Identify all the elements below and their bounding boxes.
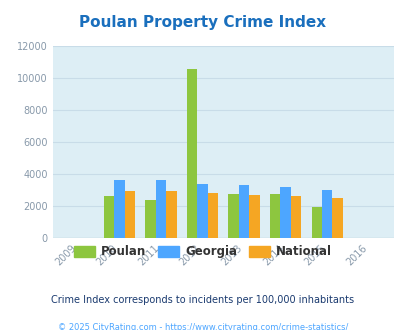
Bar: [311, 207, 321, 238]
Bar: [290, 196, 301, 238]
Bar: [238, 185, 249, 238]
Bar: [207, 193, 217, 238]
Bar: [321, 190, 332, 238]
Bar: [166, 191, 176, 238]
Bar: [103, 196, 114, 238]
Bar: [186, 69, 197, 238]
Bar: [280, 186, 290, 238]
Bar: [249, 195, 259, 238]
Bar: [332, 198, 342, 238]
Text: © 2025 CityRating.com - https://www.cityrating.com/crime-statistics/: © 2025 CityRating.com - https://www.city…: [58, 323, 347, 330]
Bar: [124, 191, 134, 238]
Legend: Poulan, Georgia, National: Poulan, Georgia, National: [69, 241, 336, 263]
Bar: [156, 180, 166, 238]
Bar: [197, 184, 207, 238]
Bar: [228, 194, 238, 238]
Bar: [145, 200, 156, 238]
Bar: [114, 180, 124, 238]
Bar: [269, 194, 280, 238]
Text: Poulan Property Crime Index: Poulan Property Crime Index: [79, 15, 326, 30]
Text: Crime Index corresponds to incidents per 100,000 inhabitants: Crime Index corresponds to incidents per…: [51, 295, 354, 305]
